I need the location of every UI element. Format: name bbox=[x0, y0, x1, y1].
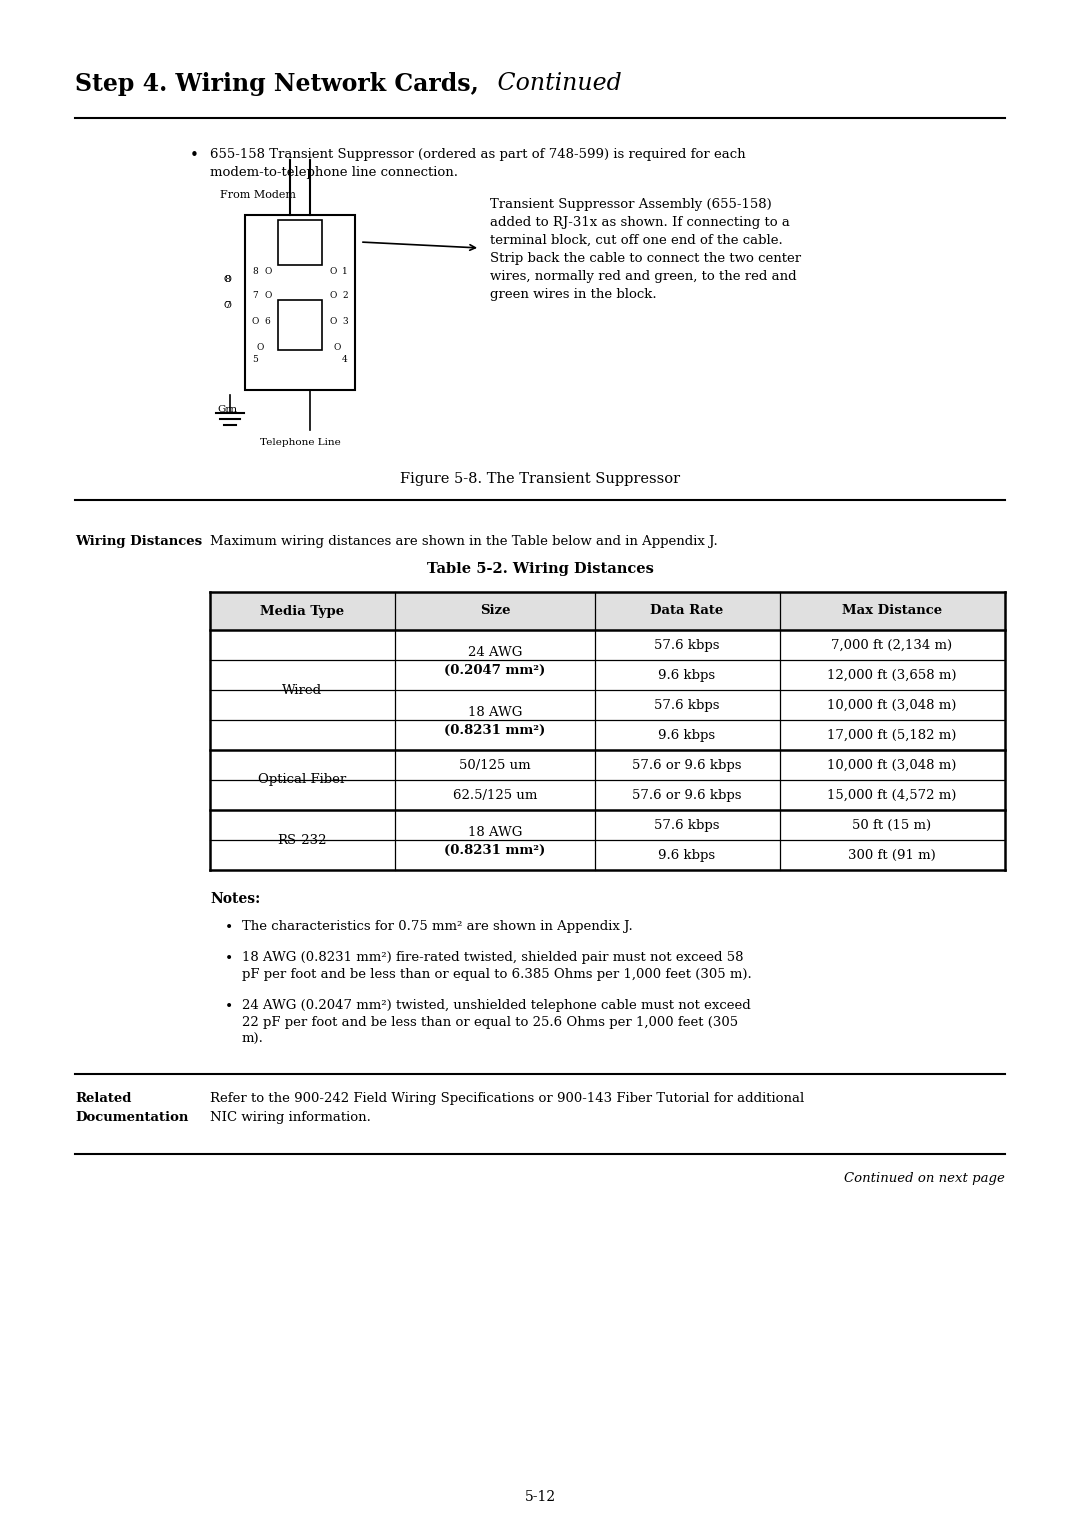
Text: Optical Fiber: Optical Fiber bbox=[258, 773, 346, 787]
Text: 57.6 or 9.6 kbps: 57.6 or 9.6 kbps bbox=[632, 758, 742, 772]
Text: 2: 2 bbox=[342, 292, 348, 301]
Text: 24 AWG (0.2047 mm²) twisted, unshielded telephone cable must not exceed: 24 AWG (0.2047 mm²) twisted, unshielded … bbox=[242, 999, 751, 1012]
Text: 8: 8 bbox=[224, 275, 230, 284]
Text: O: O bbox=[252, 318, 259, 327]
Text: The characteristics for 0.75 mm² are shown in Appendix J.: The characteristics for 0.75 mm² are sho… bbox=[242, 920, 633, 934]
Text: added to RJ-31x as shown. If connecting to a: added to RJ-31x as shown. If connecting … bbox=[490, 215, 789, 229]
Text: O: O bbox=[329, 318, 337, 327]
Text: From Modem: From Modem bbox=[220, 189, 296, 200]
Text: 18 AWG (0.8231 mm²) fire-rated twisted, shielded pair must not exceed 58: 18 AWG (0.8231 mm²) fire-rated twisted, … bbox=[242, 950, 743, 964]
Text: 57.6 kbps: 57.6 kbps bbox=[654, 819, 719, 831]
Text: O: O bbox=[329, 267, 337, 277]
Text: •: • bbox=[190, 148, 199, 163]
Text: O: O bbox=[334, 344, 340, 353]
Text: (0.8231 mm²): (0.8231 mm²) bbox=[444, 843, 545, 857]
Text: 4: 4 bbox=[342, 356, 348, 365]
Text: 5-12: 5-12 bbox=[525, 1490, 555, 1504]
Text: •: • bbox=[225, 920, 233, 934]
Text: •: • bbox=[225, 950, 233, 966]
Text: 18 AWG: 18 AWG bbox=[468, 825, 523, 839]
Text: O: O bbox=[329, 292, 337, 301]
Text: 17,000 ft (5,182 m): 17,000 ft (5,182 m) bbox=[827, 729, 957, 741]
Bar bbox=[278, 220, 322, 264]
Text: 655-158 Transient Suppressor (ordered as part of 748-599) is required for each: 655-158 Transient Suppressor (ordered as… bbox=[210, 148, 745, 160]
Text: m).: m). bbox=[242, 1033, 264, 1047]
Text: modem-to-telephone line connection.: modem-to-telephone line connection. bbox=[210, 167, 458, 179]
Text: RS-232: RS-232 bbox=[278, 833, 327, 847]
Text: O: O bbox=[256, 344, 264, 353]
Text: 5: 5 bbox=[252, 356, 258, 365]
Text: Wiring Distances: Wiring Distances bbox=[75, 535, 202, 549]
Text: 9.6 kbps: 9.6 kbps bbox=[659, 669, 716, 681]
Text: Notes:: Notes: bbox=[210, 892, 260, 906]
Text: Continued on next page: Continued on next page bbox=[845, 1172, 1005, 1186]
Text: 7: 7 bbox=[252, 292, 258, 301]
Text: (0.2047 mm²): (0.2047 mm²) bbox=[444, 663, 545, 677]
Text: green wires in the block.: green wires in the block. bbox=[490, 287, 657, 301]
Text: wires, normally red and green, to the red and: wires, normally red and green, to the re… bbox=[490, 270, 797, 283]
Text: Related
Documentation: Related Documentation bbox=[75, 1093, 188, 1125]
Text: 300 ft (91 m): 300 ft (91 m) bbox=[848, 848, 936, 862]
Text: Transient Suppressor Assembly (655-158): Transient Suppressor Assembly (655-158) bbox=[490, 199, 772, 211]
Text: 6: 6 bbox=[265, 318, 270, 327]
Text: 22 pF per foot and be less than or equal to 25.6 Ohms per 1,000 feet (305: 22 pF per foot and be less than or equal… bbox=[242, 1016, 738, 1028]
Text: •: • bbox=[225, 999, 233, 1013]
Text: 18 AWG: 18 AWG bbox=[468, 706, 523, 718]
Text: Strip back the cable to connect the two center: Strip back the cable to connect the two … bbox=[490, 252, 801, 264]
Text: Telephone Line: Telephone Line bbox=[259, 439, 340, 448]
Text: Data Rate: Data Rate bbox=[650, 605, 724, 617]
Text: Media Type: Media Type bbox=[260, 605, 345, 617]
Text: 50/125 um: 50/125 um bbox=[459, 758, 530, 772]
Text: Max Distance: Max Distance bbox=[842, 605, 942, 617]
Text: 62.5/125 um: 62.5/125 um bbox=[453, 788, 537, 802]
Text: O: O bbox=[224, 301, 231, 310]
Text: O: O bbox=[265, 292, 272, 301]
Text: O: O bbox=[265, 267, 272, 277]
Text: Wired: Wired bbox=[282, 683, 322, 697]
Text: Figure 5-8. The Transient Suppressor: Figure 5-8. The Transient Suppressor bbox=[400, 472, 680, 486]
Text: (0.8231 mm²): (0.8231 mm²) bbox=[444, 723, 545, 736]
Text: 12,000 ft (3,658 m): 12,000 ft (3,658 m) bbox=[827, 669, 957, 681]
Text: 57.6 kbps: 57.6 kbps bbox=[654, 639, 719, 651]
Text: 3: 3 bbox=[342, 318, 348, 327]
Text: pF per foot and be less than or equal to 6.385 Ohms per 1,000 feet (305 m).: pF per foot and be less than or equal to… bbox=[242, 969, 752, 981]
Text: Maximum wiring distances are shown in the Table below and in Appendix J.: Maximum wiring distances are shown in th… bbox=[210, 535, 718, 549]
Text: Size: Size bbox=[480, 605, 510, 617]
Text: O: O bbox=[224, 275, 231, 284]
Text: 9.6 kbps: 9.6 kbps bbox=[659, 729, 716, 741]
Text: 10,000 ft (3,048 m): 10,000 ft (3,048 m) bbox=[827, 698, 957, 712]
Text: 15,000 ft (4,572 m): 15,000 ft (4,572 m) bbox=[827, 788, 957, 802]
Bar bbox=[245, 215, 355, 390]
Text: 57.6 or 9.6 kbps: 57.6 or 9.6 kbps bbox=[632, 788, 742, 802]
Text: 9.6 kbps: 9.6 kbps bbox=[659, 848, 716, 862]
Bar bbox=[210, 591, 1005, 630]
Text: 57.6 kbps: 57.6 kbps bbox=[654, 698, 719, 712]
Text: 7,000 ft (2,134 m): 7,000 ft (2,134 m) bbox=[832, 639, 953, 651]
Text: 7: 7 bbox=[224, 301, 230, 310]
Text: 8: 8 bbox=[252, 267, 258, 277]
Text: Grn: Grn bbox=[217, 405, 238, 414]
Text: Continued: Continued bbox=[490, 72, 622, 95]
Text: Step 4. Wiring Network Cards,: Step 4. Wiring Network Cards, bbox=[75, 72, 478, 96]
Text: terminal block, cut off one end of the cable.: terminal block, cut off one end of the c… bbox=[490, 234, 783, 248]
Text: 1: 1 bbox=[342, 267, 348, 277]
Text: 50 ft (15 m): 50 ft (15 m) bbox=[852, 819, 932, 831]
Text: 24 AWG: 24 AWG bbox=[468, 645, 523, 659]
Text: Refer to the 900-242 Field Wiring Specifications or 900-143 Fiber Tutorial for a: Refer to the 900-242 Field Wiring Specif… bbox=[210, 1093, 805, 1125]
Bar bbox=[278, 299, 322, 350]
Text: 10,000 ft (3,048 m): 10,000 ft (3,048 m) bbox=[827, 758, 957, 772]
Text: Table 5-2. Wiring Distances: Table 5-2. Wiring Distances bbox=[427, 562, 653, 576]
